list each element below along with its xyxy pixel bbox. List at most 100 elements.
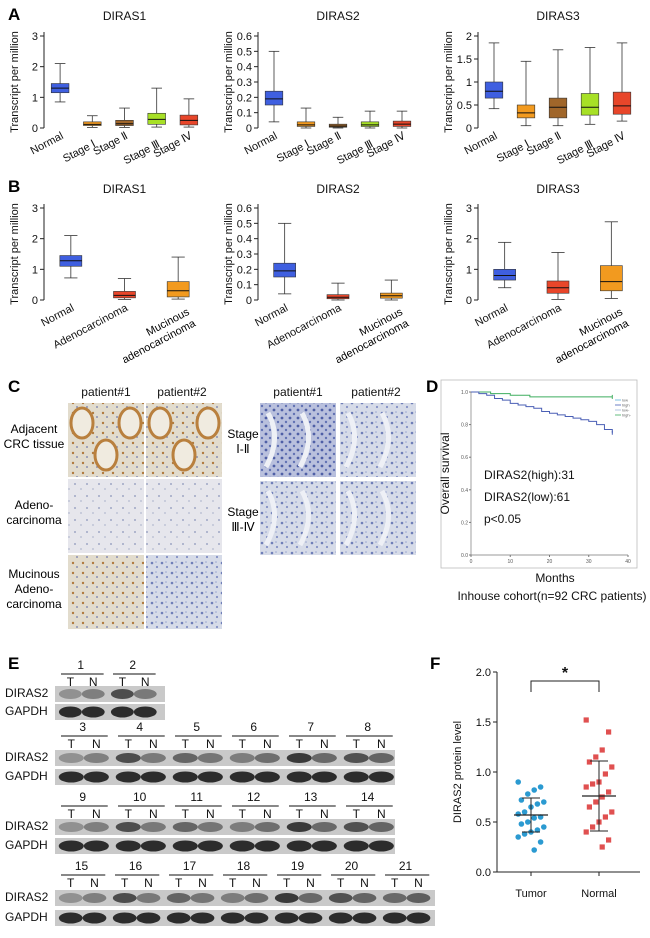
panel-letter-c: C xyxy=(8,377,20,396)
band-control-t xyxy=(286,840,312,852)
data-point xyxy=(586,804,592,810)
x-tick-label: 30 xyxy=(586,559,592,565)
lane-label-t: T xyxy=(353,807,361,821)
row-label-line: Stage xyxy=(227,505,259,519)
legend-entry: high xyxy=(622,403,630,408)
data-point xyxy=(590,781,596,787)
caption: Inhouse cohort(n=92 CRC patients) xyxy=(457,589,646,603)
column-label: patient#1 xyxy=(81,385,131,399)
x-tick-label: Stage Ⅱ xyxy=(305,130,343,158)
band-target-t xyxy=(58,822,84,832)
blot-label-target: DIRAS2 xyxy=(5,890,49,904)
x-tick-label: Stage Ⅰ xyxy=(495,138,532,165)
data-point xyxy=(531,787,537,793)
row-label: Adeno-carcinoma xyxy=(6,498,62,527)
box-1 xyxy=(493,241,516,289)
chart-f-protein-level: 0.0 0.5 1.0 1.5 2.0 DIRAS2 protein level Tumor… xyxy=(452,665,640,900)
lane-label-n: N xyxy=(90,876,99,890)
lane-label-t: T xyxy=(121,876,129,890)
sample-number: 10 xyxy=(133,790,147,804)
band-target-n xyxy=(298,893,323,903)
gland xyxy=(93,438,119,472)
box-2 xyxy=(83,115,102,128)
x-tick-label: Stage Ⅰ xyxy=(61,138,98,165)
x-tick-label: Normal xyxy=(581,888,616,900)
lane-label-n: N xyxy=(92,807,101,821)
survival-curve-high xyxy=(471,391,613,433)
band-target-n xyxy=(244,893,269,903)
lane-label-n: N xyxy=(89,675,98,689)
lane-label-n: N xyxy=(414,876,423,890)
data-point xyxy=(531,847,537,853)
y-axis-label: Transcript per million xyxy=(9,31,21,133)
micrograph xyxy=(146,555,222,629)
lane-label-n: N xyxy=(206,737,215,751)
lane-label-n: N xyxy=(149,807,158,821)
row-label: Stage Ⅰ-Ⅱ xyxy=(227,427,259,456)
x-tick-label: 10 xyxy=(507,559,513,565)
significance-marker: * xyxy=(562,665,569,682)
panel-letter-b: B xyxy=(8,177,20,196)
band-control-t xyxy=(172,840,198,852)
lumen xyxy=(297,411,311,469)
panel-letter-e: E xyxy=(8,654,19,673)
lane-label-t: T xyxy=(182,737,190,751)
lane-label-t: T xyxy=(125,807,133,821)
band-target-t xyxy=(343,822,369,832)
band-control-t xyxy=(115,771,141,783)
row-label-line: carcinoma xyxy=(6,597,62,611)
band-target-n xyxy=(190,893,215,903)
band-control-t xyxy=(382,912,407,924)
data-point xyxy=(534,801,541,807)
y-tick-label: 2 xyxy=(466,31,472,43)
row-label-line: Ⅲ-Ⅳ xyxy=(231,520,254,534)
box-body xyxy=(516,104,536,119)
sample-number: 20 xyxy=(345,859,359,873)
column-label: patient#1 xyxy=(273,385,323,399)
box-2 xyxy=(296,107,316,129)
legend-entry: low- xyxy=(622,408,630,413)
row-label-line: CRC tissue xyxy=(4,437,65,451)
data-point xyxy=(602,814,608,820)
chart-title: DIRAS1 xyxy=(103,9,147,23)
lane-label-t: T xyxy=(296,737,304,751)
lumen xyxy=(343,411,357,469)
data-point xyxy=(590,824,596,830)
band-control-n xyxy=(83,840,109,852)
x-tick-label: Stage Ⅰ xyxy=(275,138,312,165)
sample-number: 12 xyxy=(247,790,261,804)
survival-curve-low xyxy=(471,391,613,398)
band-control-n xyxy=(197,840,223,852)
chart-title: DIRAS3 xyxy=(536,182,580,196)
band-control-n xyxy=(83,771,109,783)
y-tick-label: 0.3 xyxy=(237,77,252,89)
y-tick-label: 0.4 xyxy=(461,488,468,494)
sample-number: 16 xyxy=(129,859,143,873)
x-tick-label: Mucinousadenocarcinoma xyxy=(547,306,631,367)
lane-label-n: N xyxy=(252,876,261,890)
y-tick-label: 0.8 xyxy=(461,423,468,429)
box-1 xyxy=(50,63,70,103)
y-axis-label: Transcript per million xyxy=(223,31,235,133)
band-control-n xyxy=(254,840,280,852)
sample-number: 15 xyxy=(75,859,89,873)
panel-letter-a: A xyxy=(8,5,20,24)
histology-panel: patient#1 patient#2 Adjacent CRC tissue Aden… xyxy=(4,385,416,629)
box-1 xyxy=(484,42,504,110)
blot-strip xyxy=(55,769,395,785)
data-point xyxy=(537,839,544,845)
band-control-t xyxy=(343,771,369,783)
band-control-n xyxy=(136,912,161,924)
band-target-t xyxy=(328,893,353,903)
y-tick-label: 1 xyxy=(466,264,472,276)
data-point xyxy=(525,791,531,797)
band-control-t xyxy=(112,912,137,924)
band-control-t xyxy=(110,706,134,718)
chart-a-diras2: DIRAS2 Transcript per million 0 0.1 0.2 0.3 0.… xyxy=(223,9,412,167)
box-1 xyxy=(273,222,296,295)
